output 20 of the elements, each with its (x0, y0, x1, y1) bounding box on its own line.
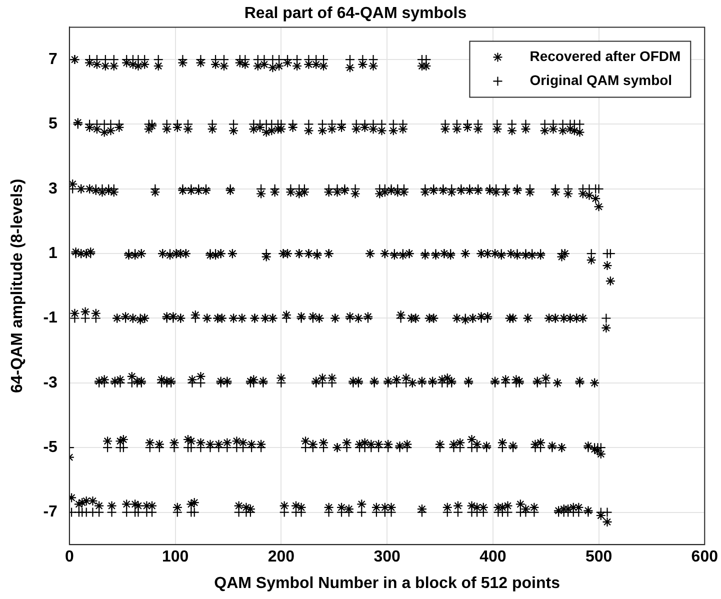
x-axis-title: QAM Symbol Number in a block of 512 points (214, 574, 560, 592)
chart-title: Real part of 64-QAM symbols (244, 5, 467, 22)
y-tick-label: -1 (43, 310, 58, 327)
x-tick-label: 400 (480, 548, 506, 566)
x-tick-label: 200 (268, 548, 295, 566)
y-tick-label: 1 (48, 244, 58, 262)
x-tick-label: 300 (374, 548, 400, 566)
y-tick-label: 5 (48, 116, 58, 133)
y-tick-label: -5 (43, 438, 58, 456)
legend-label: Recovered after OFDM (530, 48, 681, 64)
y-tick-label: -3 (43, 374, 58, 392)
y-tick-label: 7 (48, 50, 58, 68)
x-tick-label: 600 (691, 548, 718, 566)
legend-label: Original QAM symbol (530, 72, 672, 88)
x-tick-label: 0 (64, 548, 74, 566)
y-tick-label: -7 (43, 504, 58, 521)
y-tick-label: 3 (48, 180, 58, 198)
y-axis-title: 64-QAM amplitude (8-levels) (9, 178, 26, 394)
x-tick-label: 500 (585, 548, 612, 566)
x-tick-label: 100 (162, 548, 189, 566)
